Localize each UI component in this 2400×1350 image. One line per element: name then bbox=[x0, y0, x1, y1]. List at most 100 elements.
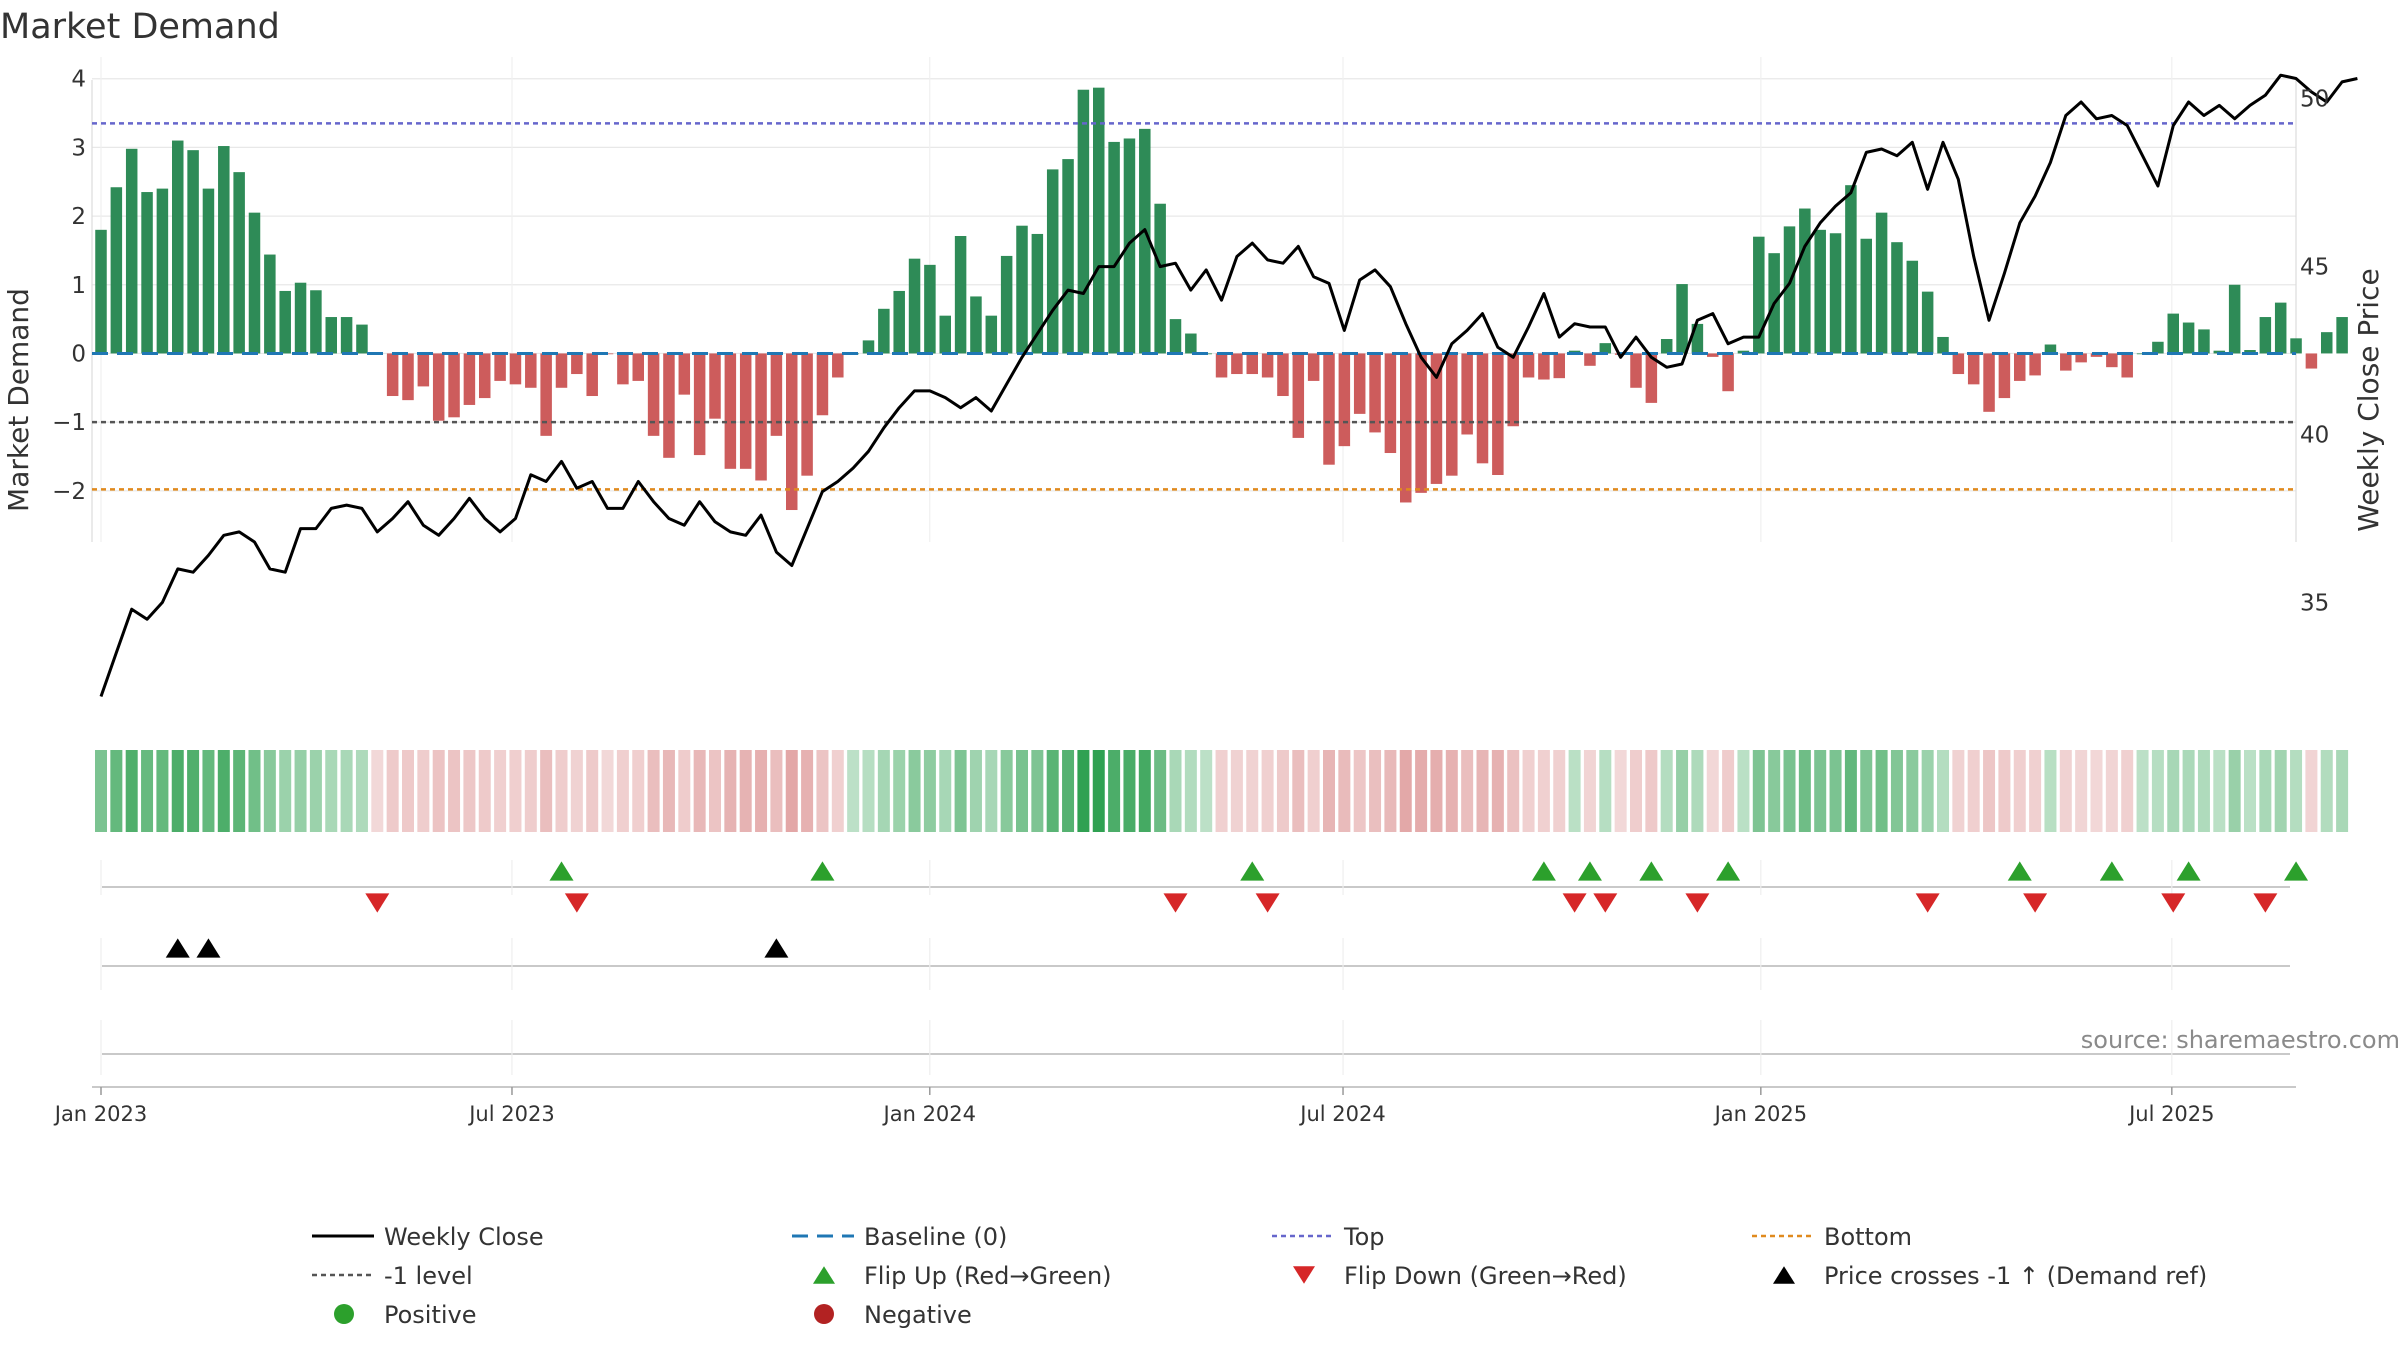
heat-cell bbox=[1691, 750, 1704, 832]
demand-bar bbox=[509, 353, 522, 385]
demand-bar bbox=[1814, 229, 1826, 354]
heat-cell bbox=[616, 750, 629, 832]
demand-bar bbox=[786, 353, 798, 511]
heat-cell bbox=[1967, 750, 1980, 832]
heat-cell bbox=[1583, 750, 1596, 832]
heat-cell bbox=[1000, 750, 1013, 832]
heat-cell bbox=[448, 750, 461, 832]
demand-bar bbox=[1062, 159, 1074, 354]
heat-cell bbox=[2044, 750, 2057, 832]
flip-up-marker bbox=[2099, 861, 2124, 881]
heat-cell bbox=[279, 750, 292, 832]
demand-bar bbox=[1461, 353, 1473, 435]
demand-bar bbox=[1630, 353, 1642, 388]
heat-cell bbox=[294, 750, 307, 832]
demand-bar bbox=[402, 353, 414, 401]
heat-cell bbox=[1062, 750, 1075, 832]
demand-bar bbox=[985, 315, 998, 354]
demand-bar bbox=[1123, 138, 1136, 354]
demand-bar bbox=[494, 353, 506, 381]
heat-cell bbox=[2228, 750, 2241, 832]
demand-bar bbox=[202, 188, 215, 354]
demand-bar bbox=[1185, 333, 1197, 354]
demand-bar bbox=[1016, 225, 1028, 354]
y2-axis-label: Weekly Close Price bbox=[2352, 268, 2385, 531]
heat-cell bbox=[217, 750, 230, 832]
demand-bar bbox=[1430, 353, 1443, 484]
demand-bar bbox=[924, 264, 936, 354]
heat-cell bbox=[1046, 750, 1059, 832]
demand-bar bbox=[632, 353, 644, 381]
demand-bar bbox=[816, 353, 829, 416]
demand-bar bbox=[1660, 339, 1673, 354]
demand-bar bbox=[801, 353, 813, 476]
demand-bar bbox=[356, 324, 368, 354]
heat-cell bbox=[632, 750, 645, 832]
heat-cell bbox=[2182, 750, 2195, 832]
heat-cell bbox=[1614, 750, 1627, 832]
heat-cell bbox=[1461, 750, 1474, 832]
demand-bars bbox=[95, 87, 2348, 511]
heat-cell bbox=[1016, 750, 1028, 832]
demand-bar bbox=[1415, 353, 1427, 493]
date-tick-label: Jul 2023 bbox=[467, 1102, 554, 1126]
heat-cell bbox=[1676, 750, 1689, 832]
demand-bar bbox=[1031, 233, 1044, 354]
heat-cell bbox=[125, 750, 138, 832]
heat-cell bbox=[263, 750, 276, 832]
flip-down-marker bbox=[2023, 893, 2048, 913]
demand-bar bbox=[1845, 185, 1857, 354]
legend-label: Price crosses -1 ↑ (Demand ref) bbox=[1824, 1262, 2207, 1290]
demand-bar bbox=[156, 188, 169, 354]
demand-bar bbox=[1353, 353, 1366, 414]
heat-cell bbox=[954, 750, 967, 832]
demand-bar bbox=[1446, 353, 1458, 476]
demand-bar bbox=[1921, 291, 1934, 354]
demand-bar bbox=[1231, 353, 1243, 375]
y-tick-label: −1 bbox=[52, 410, 86, 436]
legend-label: Flip Up (Red→Green) bbox=[864, 1262, 1112, 1290]
heat-cell bbox=[1384, 750, 1397, 832]
heat-cell bbox=[1123, 750, 1136, 832]
flip-down-marker bbox=[2161, 893, 2186, 913]
demand-bar bbox=[310, 290, 322, 354]
price-cross-marker bbox=[196, 938, 221, 958]
heat-cell bbox=[1906, 750, 1919, 832]
heat-cell bbox=[1077, 750, 1090, 832]
heat-cell bbox=[432, 750, 445, 832]
heat-cell bbox=[1154, 750, 1167, 832]
demand-bar bbox=[1952, 353, 1965, 375]
demand-bar bbox=[218, 146, 230, 354]
heat-cell bbox=[724, 750, 737, 832]
demand-bar bbox=[2182, 322, 2195, 354]
heat-cell bbox=[524, 750, 537, 832]
demand-bar bbox=[1108, 141, 1120, 354]
demand-bar bbox=[1722, 353, 1734, 392]
heat-cell bbox=[1338, 750, 1351, 832]
demand-bar bbox=[95, 229, 107, 354]
demand-bar bbox=[1476, 353, 1489, 464]
demand-bar bbox=[724, 353, 737, 469]
demand-bar bbox=[954, 236, 967, 354]
heat-cell bbox=[1092, 750, 1105, 832]
y-tick-label: 3 bbox=[71, 135, 86, 161]
heat-cell bbox=[187, 750, 200, 832]
demand-bar bbox=[1691, 323, 1704, 354]
heat-cell bbox=[2090, 750, 2103, 832]
heat-cell bbox=[2029, 750, 2042, 832]
heat-cell bbox=[601, 750, 614, 832]
demand-bar bbox=[678, 353, 691, 395]
heat-cell bbox=[1230, 750, 1243, 832]
heat-cell bbox=[816, 750, 829, 832]
demand-bar bbox=[2014, 353, 2026, 381]
demand-bar bbox=[663, 353, 675, 458]
demand-bar bbox=[110, 187, 123, 354]
demand-bar bbox=[709, 353, 721, 419]
heat-cell bbox=[908, 750, 921, 832]
heat-cell bbox=[2244, 750, 2256, 832]
demand-bar bbox=[970, 296, 982, 354]
heat-cell bbox=[1798, 750, 1811, 832]
heat-cell bbox=[1829, 750, 1842, 832]
heat-cell bbox=[171, 750, 184, 832]
